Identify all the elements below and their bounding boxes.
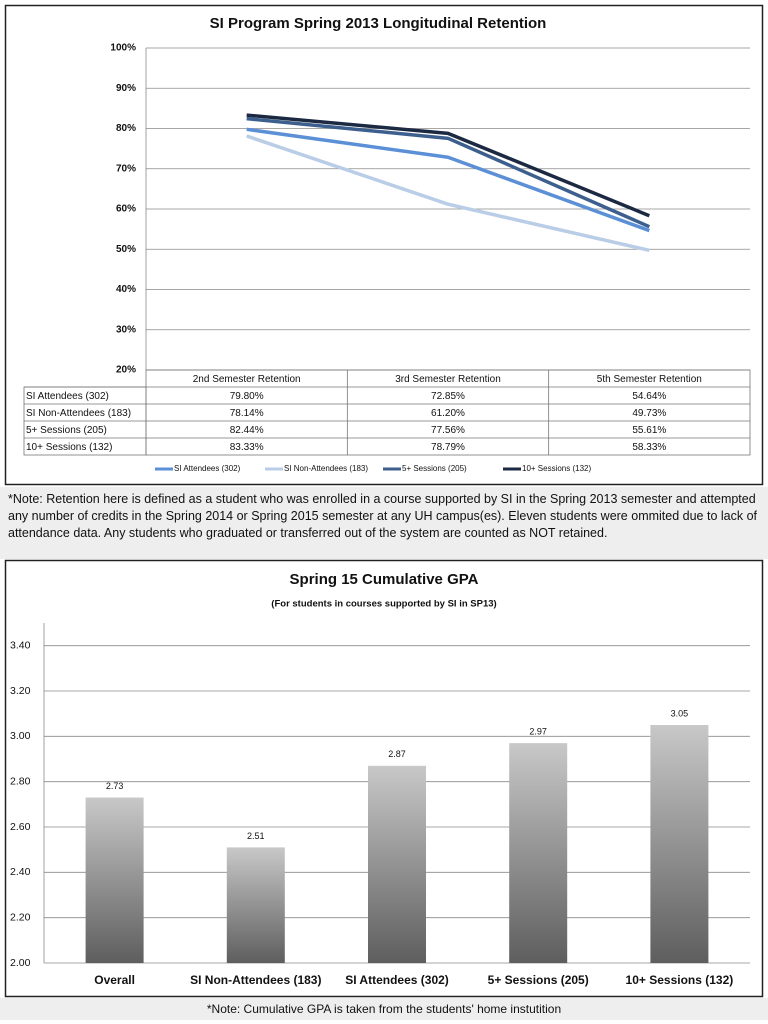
table-row-label: SI Non-Attendees (183) bbox=[26, 408, 131, 419]
table-header: 2nd Semester Retention bbox=[193, 374, 301, 385]
x-tick-label: 10+ Sessions (132) bbox=[626, 973, 734, 987]
x-tick-label: SI Attendees (302) bbox=[345, 973, 449, 987]
y-tick-label: 100% bbox=[110, 43, 136, 54]
series-line bbox=[246, 116, 651, 229]
series-line bbox=[246, 113, 650, 218]
table-cell: 82.44% bbox=[230, 425, 264, 436]
y-tick-label: 3.40 bbox=[10, 639, 31, 651]
table-cell: 77.56% bbox=[431, 425, 465, 436]
table-row-label: 5+ Sessions (205) bbox=[26, 425, 107, 436]
chart-title: Spring 15 Cumulative GPA bbox=[290, 571, 479, 588]
y-tick-label: 80% bbox=[116, 123, 136, 134]
data-label: 2.97 bbox=[529, 727, 547, 737]
x-tick-label: Overall bbox=[94, 973, 135, 987]
chart-frame bbox=[4, 4, 764, 486]
legend-label: 10+ Sessions (132) bbox=[522, 464, 591, 473]
table-cell: 58.33% bbox=[632, 442, 666, 453]
bar bbox=[85, 797, 144, 963]
chart-title: SI Program Spring 2013 Longitudinal Rete… bbox=[210, 15, 547, 32]
y-tick-label: 50% bbox=[116, 244, 136, 255]
table-cell: 83.33% bbox=[230, 442, 264, 453]
series-line bbox=[246, 127, 650, 233]
table-cell: 49.73% bbox=[632, 408, 666, 419]
table-cell: 72.85% bbox=[431, 391, 465, 402]
table-row-label: 10+ Sessions (132) bbox=[26, 442, 112, 453]
data-label: 3.05 bbox=[671, 708, 689, 718]
data-label: 2.87 bbox=[388, 749, 406, 759]
bar bbox=[368, 765, 426, 963]
x-tick-label: SI Non-Attendees (183) bbox=[190, 973, 321, 987]
y-tick-label: 2.20 bbox=[10, 911, 31, 923]
y-tick-label: 2.60 bbox=[10, 821, 31, 833]
y-tick-label: 90% bbox=[116, 83, 136, 94]
y-tick-label: 40% bbox=[116, 284, 136, 295]
table-header: 3rd Semester Retention bbox=[395, 374, 501, 385]
y-tick-label: 2.80 bbox=[10, 775, 31, 787]
y-tick-label: 70% bbox=[116, 163, 136, 174]
table-cell: 78.14% bbox=[230, 408, 264, 419]
table-cell: 55.61% bbox=[632, 425, 666, 436]
legend-label: SI Attendees (302) bbox=[174, 464, 241, 473]
table-row-label: SI Attendees (302) bbox=[26, 391, 109, 402]
note: *Note: Cumulative GPA is taken from the … bbox=[0, 998, 768, 1020]
table-cell: 54.64% bbox=[632, 391, 666, 402]
chart-subtitle: (For students in courses supported by SI… bbox=[271, 599, 496, 610]
note: *Note: Retention here is defined as a st… bbox=[0, 487, 768, 559]
y-tick-label: 2.40 bbox=[10, 866, 31, 878]
bar bbox=[509, 743, 568, 963]
y-tick-label: 30% bbox=[116, 324, 136, 335]
legend-label: 5+ Sessions (205) bbox=[402, 464, 467, 473]
bar bbox=[650, 725, 709, 963]
table-cell: 78.79% bbox=[431, 442, 465, 453]
data-label: 2.51 bbox=[247, 831, 265, 841]
y-tick-label: 60% bbox=[116, 204, 136, 215]
x-tick-label: 5+ Sessions (205) bbox=[488, 973, 589, 987]
table-cell: 61.20% bbox=[431, 408, 465, 419]
y-tick-label: 3.20 bbox=[10, 685, 31, 697]
table-cell: 79.80% bbox=[230, 391, 264, 402]
legend-label: SI Non-Attendees (183) bbox=[284, 464, 368, 473]
table-header: 5th Semester Retention bbox=[597, 374, 702, 385]
y-tick-label: 3.00 bbox=[10, 730, 31, 742]
y-tick-label: 20% bbox=[116, 365, 136, 376]
data-label: 2.73 bbox=[106, 781, 124, 791]
bar bbox=[226, 847, 285, 963]
series-line bbox=[246, 134, 650, 253]
y-tick-label: 2.00 bbox=[10, 957, 31, 969]
